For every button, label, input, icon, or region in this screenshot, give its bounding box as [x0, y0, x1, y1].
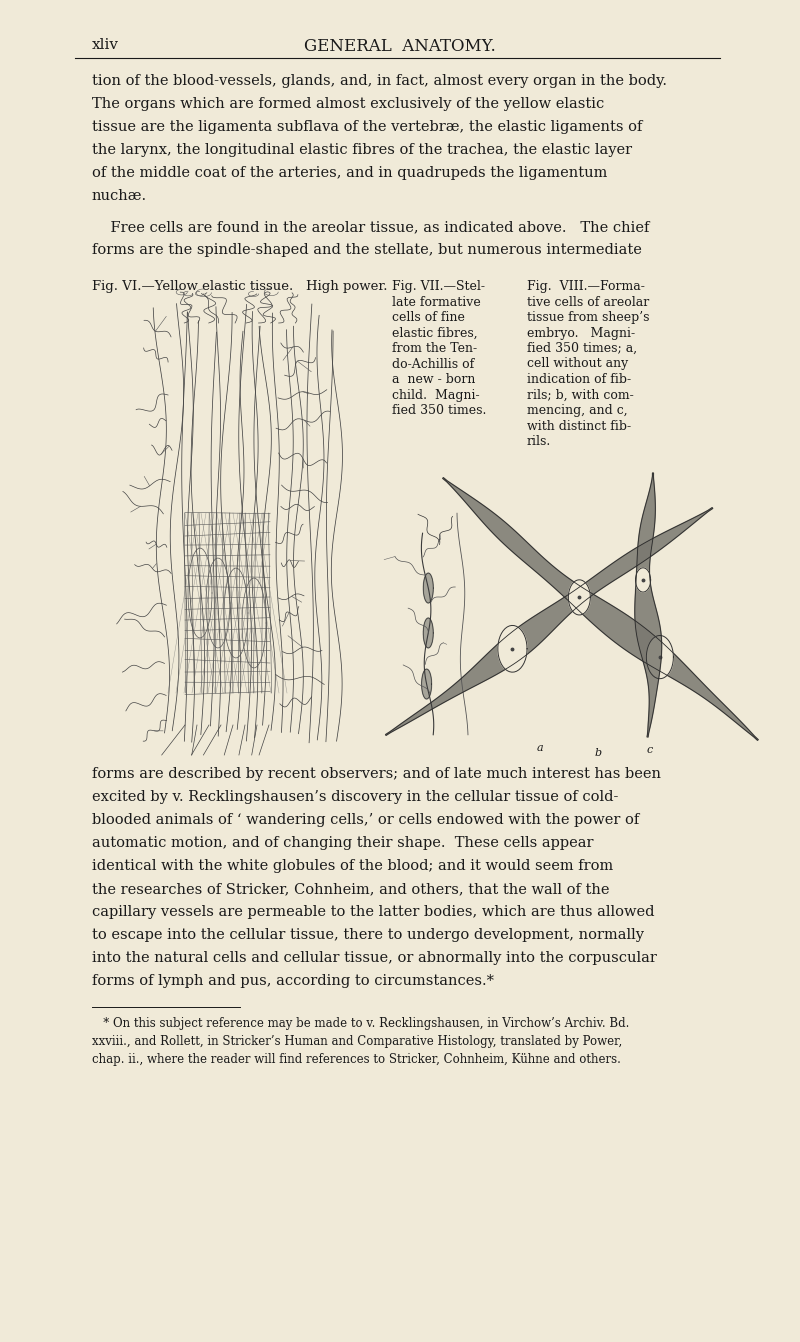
- Polygon shape: [423, 617, 434, 648]
- Text: xliv: xliv: [92, 38, 119, 52]
- Text: GENERAL  ANATOMY.: GENERAL ANATOMY.: [304, 38, 496, 55]
- Text: tissue from sheep’s: tissue from sheep’s: [527, 311, 650, 323]
- Text: tive cells of areolar: tive cells of areolar: [527, 295, 650, 309]
- Text: fied 350 times; a,: fied 350 times; a,: [527, 342, 637, 356]
- Text: with distinct fib-: with distinct fib-: [527, 420, 631, 432]
- Text: tissue are the ligamenta subflava of the vertebræ, the elastic ligaments of: tissue are the ligamenta subflava of the…: [92, 119, 642, 134]
- Polygon shape: [635, 568, 650, 592]
- Text: capillary vessels are permeable to the latter bodies, which are thus allowed: capillary vessels are permeable to the l…: [92, 905, 654, 919]
- Polygon shape: [442, 478, 758, 741]
- Text: forms of lymph and pus, according to circumstances.*: forms of lymph and pus, according to cir…: [92, 974, 494, 988]
- Text: rils; b, with com-: rils; b, with com-: [527, 388, 634, 401]
- Text: nuchæ.: nuchæ.: [92, 189, 147, 203]
- Text: the researches of Stricker, Cohnheim, and others, that the wall of the: the researches of Stricker, Cohnheim, an…: [92, 882, 610, 896]
- Text: The organs which are formed almost exclusively of the yellow elastic: The organs which are formed almost exclu…: [92, 97, 604, 111]
- Text: b: b: [594, 747, 602, 758]
- Text: cells of fine: cells of fine: [392, 311, 465, 323]
- Text: the larynx, the longitudinal elastic fibres of the trachea, the elastic layer: the larynx, the longitudinal elastic fib…: [92, 144, 632, 157]
- Text: chap. ii., where the reader will find references to Stricker, Cohnheim, Kühne an: chap. ii., where the reader will find re…: [92, 1053, 621, 1066]
- Text: of the middle coat of the arteries, and in quadrupeds the ligamentum: of the middle coat of the arteries, and …: [92, 166, 607, 180]
- Text: embryo.   Magni-: embryo. Magni-: [527, 326, 635, 340]
- Text: child.  Magni-: child. Magni-: [392, 388, 480, 401]
- Polygon shape: [634, 472, 662, 737]
- Text: into the natural cells and cellular tissue, or abnormally into the corpuscular: into the natural cells and cellular tiss…: [92, 951, 657, 965]
- Text: a  new - born: a new - born: [392, 373, 475, 386]
- Text: forms are the spindle-shaped and the stellate, but numerous intermediate: forms are the spindle-shaped and the ste…: [92, 243, 642, 258]
- Polygon shape: [498, 625, 527, 672]
- Text: mencing, and c,: mencing, and c,: [527, 404, 628, 417]
- Text: blooded animals of ‘ wandering cells,’ or cells endowed with the power of: blooded animals of ‘ wandering cells,’ o…: [92, 813, 639, 827]
- Text: a: a: [537, 743, 543, 753]
- Text: Fig. VII.—Stel-: Fig. VII.—Stel-: [392, 280, 485, 293]
- Text: * On this subject reference may be made to v. Recklingshausen, in Virchow’s Arch: * On this subject reference may be made …: [92, 1017, 630, 1031]
- Text: xxviii., and Rollett, in Stricker’s Human and Comparative Histology, translated : xxviii., and Rollett, in Stricker’s Huma…: [92, 1035, 622, 1048]
- Text: automatic motion, and of changing their shape.  These cells appear: automatic motion, and of changing their …: [92, 836, 594, 849]
- Polygon shape: [568, 580, 590, 615]
- Text: Free cells are found in the areolar tissue, as indicated above.   The chief: Free cells are found in the areolar tiss…: [92, 220, 650, 234]
- Text: excited by v. Recklingshausen’s discovery in the cellular tissue of cold-: excited by v. Recklingshausen’s discover…: [92, 790, 618, 804]
- Text: from the Ten-: from the Ten-: [392, 342, 477, 356]
- Text: indication of fib-: indication of fib-: [527, 373, 631, 386]
- Text: forms are described by recent observers; and of late much interest has been: forms are described by recent observers;…: [92, 768, 661, 781]
- Text: Fig.  VIII.—Forma-: Fig. VIII.—Forma-: [527, 280, 645, 293]
- Text: fied 350 times.: fied 350 times.: [392, 404, 486, 417]
- Text: tion of the blood-vessels, glands, and, in fact, almost every organ in the body.: tion of the blood-vessels, glands, and, …: [92, 74, 667, 89]
- Text: rils.: rils.: [527, 435, 551, 448]
- Text: identical with the white globules of the blood; and it would seem from: identical with the white globules of the…: [92, 859, 614, 874]
- Polygon shape: [423, 573, 434, 603]
- Text: to escape into the cellular tissue, there to undergo development, normally: to escape into the cellular tissue, ther…: [92, 929, 644, 942]
- Text: Fig. VI.—Yellow elastic tissue.   High power.: Fig. VI.—Yellow elastic tissue. High pow…: [92, 280, 387, 293]
- Text: elastic fibres,: elastic fibres,: [392, 326, 478, 340]
- Text: cell without any: cell without any: [527, 357, 628, 370]
- Polygon shape: [646, 636, 674, 679]
- Polygon shape: [386, 507, 713, 735]
- Text: do-Achillis of: do-Achillis of: [392, 357, 474, 370]
- Polygon shape: [422, 670, 432, 699]
- Text: late formative: late formative: [392, 295, 481, 309]
- Text: c: c: [647, 745, 653, 756]
